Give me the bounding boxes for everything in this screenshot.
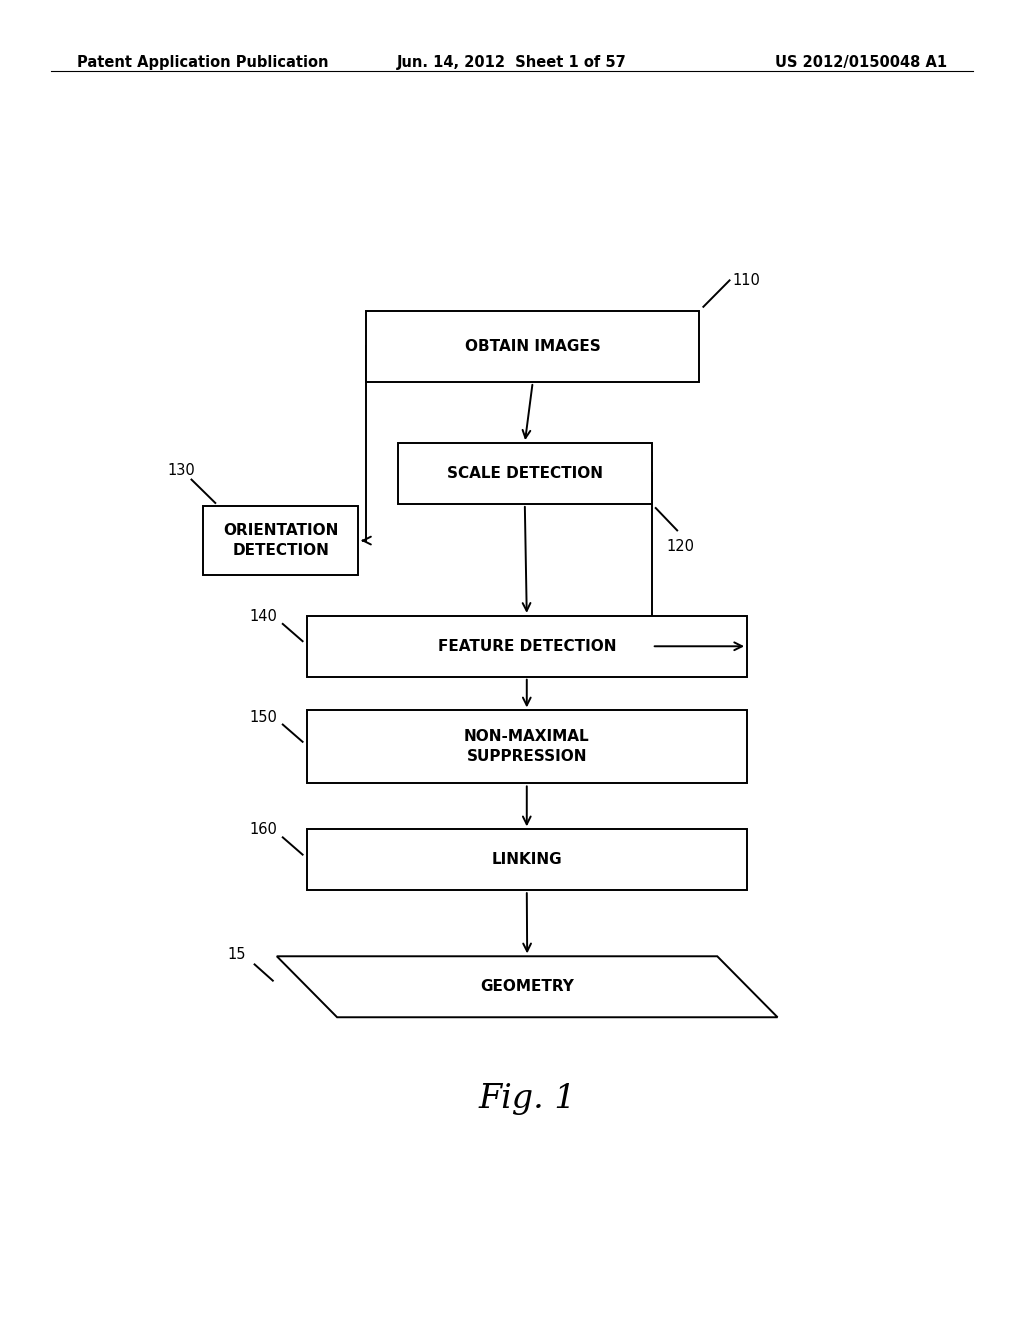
Polygon shape [276, 956, 777, 1018]
Text: Patent Application Publication: Patent Application Publication [77, 55, 329, 70]
Text: 120: 120 [666, 539, 694, 553]
Bar [306, 615, 748, 677]
Bar [397, 444, 652, 504]
Text: GEOMETRY: GEOMETRY [480, 979, 574, 994]
Text: Jun. 14, 2012  Sheet 1 of 57: Jun. 14, 2012 Sheet 1 of 57 [397, 55, 627, 70]
Text: US 2012/0150048 A1: US 2012/0150048 A1 [775, 55, 947, 70]
Text: 140: 140 [250, 609, 278, 624]
Text: SCALE DETECTION: SCALE DETECTION [446, 466, 603, 480]
Text: FEATURE DETECTION: FEATURE DETECTION [437, 639, 616, 653]
Text: NON-MAXIMAL
SUPPRESSION: NON-MAXIMAL SUPPRESSION [464, 730, 590, 764]
Bar [306, 710, 748, 784]
Text: ORIENTATION
DETECTION: ORIENTATION DETECTION [223, 523, 339, 558]
Text: 150: 150 [250, 710, 278, 725]
Text: LINKING: LINKING [492, 853, 562, 867]
Text: 15: 15 [227, 948, 246, 962]
Text: 110: 110 [733, 273, 761, 288]
Text: OBTAIN IMAGES: OBTAIN IMAGES [465, 339, 601, 354]
Text: 130: 130 [168, 462, 196, 478]
Bar [367, 312, 699, 381]
Text: Fig. 1: Fig. 1 [478, 1082, 575, 1114]
Bar [204, 506, 358, 576]
Text: 160: 160 [250, 822, 278, 837]
Bar [306, 829, 748, 890]
